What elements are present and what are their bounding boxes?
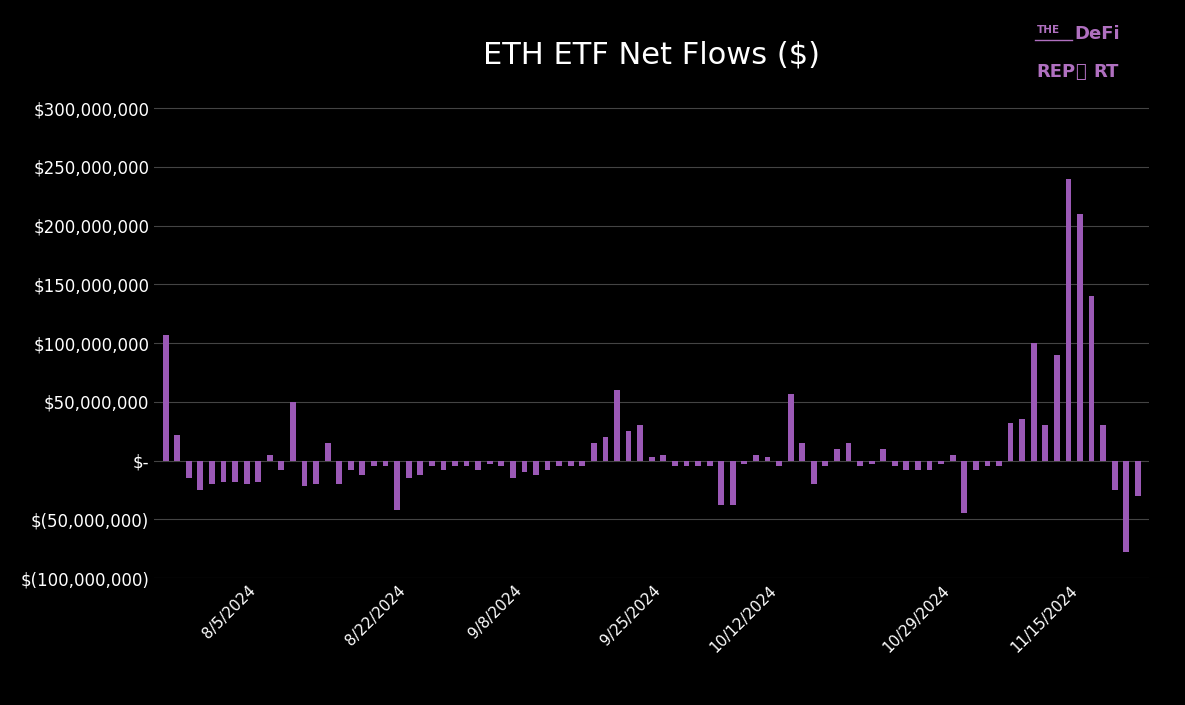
Bar: [602, 437, 608, 460]
Bar: [892, 460, 898, 467]
Bar: [822, 460, 828, 467]
Bar: [267, 455, 273, 460]
Bar: [880, 449, 886, 460]
Bar: [487, 460, 493, 464]
Bar: [696, 460, 702, 467]
Bar: [961, 460, 967, 513]
Bar: [463, 460, 469, 467]
Bar: [660, 455, 666, 460]
Bar: [371, 460, 377, 467]
Bar: [405, 460, 411, 478]
Bar: [1019, 419, 1025, 460]
Bar: [1112, 460, 1117, 490]
Bar: [1031, 343, 1037, 460]
Bar: [672, 460, 678, 467]
Bar: [591, 443, 597, 460]
Text: DeFi: DeFi: [1075, 25, 1121, 43]
Bar: [614, 390, 620, 460]
Bar: [475, 460, 481, 470]
Bar: [811, 460, 816, 484]
Text: Ⓞ: Ⓞ: [1075, 63, 1085, 82]
Bar: [162, 336, 168, 460]
Bar: [752, 455, 758, 460]
Bar: [545, 460, 551, 470]
Bar: [1065, 178, 1071, 460]
Text: REP: REP: [1037, 63, 1076, 82]
Bar: [325, 443, 331, 460]
Bar: [359, 460, 365, 474]
Bar: [869, 460, 875, 464]
Bar: [1135, 460, 1141, 496]
Text: THE: THE: [1037, 25, 1061, 35]
Bar: [198, 460, 204, 490]
Bar: [348, 460, 353, 470]
Bar: [1089, 296, 1095, 460]
Title: ETH ETF Net Flows ($): ETH ETF Net Flows ($): [483, 41, 820, 70]
Bar: [764, 457, 770, 460]
Bar: [337, 460, 342, 484]
Bar: [220, 460, 226, 482]
Bar: [383, 460, 389, 467]
Bar: [903, 460, 909, 470]
Bar: [846, 443, 851, 460]
Bar: [730, 460, 736, 505]
Bar: [186, 460, 192, 478]
Bar: [417, 460, 423, 474]
Bar: [985, 460, 991, 467]
Bar: [290, 402, 296, 460]
Bar: [579, 460, 585, 467]
Bar: [1077, 214, 1083, 460]
Bar: [556, 460, 562, 467]
Bar: [927, 460, 933, 470]
Bar: [950, 455, 955, 460]
Bar: [800, 443, 805, 460]
Bar: [533, 460, 539, 474]
Bar: [209, 460, 214, 484]
Bar: [278, 460, 284, 470]
Bar: [857, 460, 863, 467]
Bar: [788, 393, 794, 460]
Bar: [1043, 425, 1049, 460]
Bar: [915, 460, 921, 470]
Bar: [441, 460, 447, 470]
Bar: [453, 460, 457, 467]
Bar: [1100, 425, 1106, 460]
Bar: [521, 460, 527, 472]
Bar: [429, 460, 435, 467]
Bar: [1007, 423, 1013, 460]
Bar: [302, 460, 307, 486]
Bar: [395, 460, 401, 510]
Bar: [684, 460, 690, 467]
Bar: [499, 460, 504, 467]
Bar: [232, 460, 238, 482]
Bar: [834, 449, 840, 460]
Bar: [510, 460, 515, 478]
Bar: [973, 460, 979, 470]
Bar: [626, 431, 632, 460]
Bar: [244, 460, 250, 484]
Bar: [997, 460, 1001, 467]
Bar: [939, 460, 944, 464]
Bar: [638, 425, 643, 460]
Bar: [313, 460, 319, 484]
Bar: [776, 460, 782, 467]
Bar: [568, 460, 574, 467]
Bar: [706, 460, 712, 467]
Bar: [1123, 460, 1129, 552]
Bar: [718, 460, 724, 505]
Text: RT: RT: [1094, 63, 1119, 82]
Bar: [742, 460, 748, 464]
Bar: [1053, 355, 1059, 460]
Bar: [649, 457, 654, 460]
Bar: [255, 460, 261, 482]
Bar: [174, 435, 180, 460]
